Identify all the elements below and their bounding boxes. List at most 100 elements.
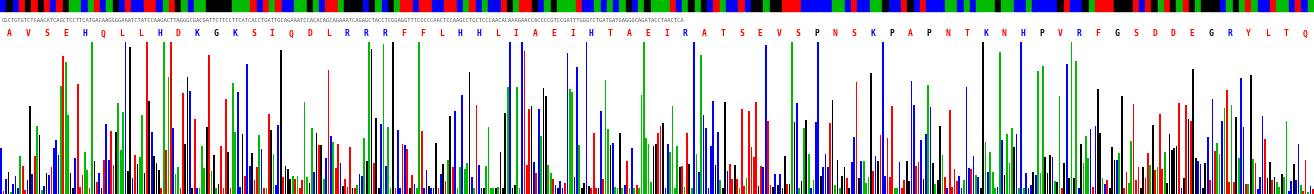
Bar: [827, 0, 832, 11]
Bar: [1035, 175, 1037, 194]
Bar: [681, 166, 683, 194]
Bar: [1196, 0, 1201, 11]
Bar: [1121, 96, 1122, 194]
Text: D: D: [176, 29, 181, 38]
Bar: [306, 0, 313, 11]
Bar: [206, 0, 213, 11]
Bar: [444, 0, 451, 11]
Text: V: V: [1058, 29, 1063, 38]
Bar: [394, 0, 401, 11]
Bar: [405, 154, 406, 194]
Bar: [280, 50, 281, 194]
Bar: [916, 166, 917, 194]
Bar: [539, 0, 544, 11]
Bar: [230, 188, 231, 194]
Bar: [707, 0, 714, 11]
Bar: [1007, 134, 1008, 194]
Bar: [975, 175, 976, 194]
Bar: [1120, 0, 1126, 11]
Bar: [1033, 172, 1034, 194]
Text: E: E: [1189, 29, 1194, 38]
Bar: [1126, 172, 1127, 194]
Text: V: V: [777, 29, 782, 38]
Bar: [552, 179, 555, 194]
Bar: [1164, 152, 1166, 194]
Bar: [813, 0, 820, 11]
Bar: [210, 171, 213, 194]
Bar: [151, 132, 152, 194]
Bar: [17, 188, 18, 194]
Bar: [108, 160, 109, 194]
Bar: [368, 42, 371, 194]
Bar: [247, 64, 248, 194]
Bar: [1142, 167, 1144, 194]
Bar: [70, 173, 71, 194]
Bar: [736, 179, 738, 194]
Bar: [812, 180, 815, 194]
Bar: [1022, 188, 1025, 194]
Bar: [564, 183, 566, 194]
Bar: [614, 0, 619, 11]
Text: S: S: [795, 29, 800, 38]
Bar: [1229, 182, 1230, 194]
Bar: [288, 0, 294, 11]
Bar: [1097, 89, 1099, 194]
Text: S: S: [851, 29, 857, 38]
Bar: [958, 0, 963, 11]
Bar: [175, 174, 176, 194]
Bar: [729, 164, 731, 194]
Bar: [895, 0, 901, 11]
Bar: [942, 155, 943, 194]
Bar: [155, 163, 158, 194]
Bar: [1141, 188, 1142, 194]
Bar: [332, 142, 334, 194]
Bar: [79, 187, 81, 194]
Bar: [980, 188, 982, 194]
Bar: [401, 0, 406, 11]
Bar: [1076, 0, 1083, 11]
Text: L: L: [1264, 29, 1269, 38]
Bar: [118, 0, 125, 11]
Bar: [187, 77, 188, 194]
Bar: [625, 0, 632, 11]
Bar: [319, 0, 325, 11]
Bar: [1168, 133, 1171, 194]
Bar: [951, 187, 953, 194]
Bar: [464, 169, 465, 194]
Text: H: H: [158, 29, 162, 38]
Bar: [286, 169, 289, 194]
Bar: [407, 0, 413, 11]
Text: H: H: [1021, 29, 1025, 38]
Bar: [700, 0, 707, 11]
Bar: [390, 188, 392, 194]
Bar: [966, 87, 967, 194]
Bar: [494, 0, 501, 11]
Bar: [225, 61, 226, 194]
Bar: [920, 140, 922, 194]
Bar: [1276, 182, 1277, 194]
Bar: [1272, 180, 1273, 194]
Bar: [1252, 159, 1254, 194]
Bar: [0, 0, 7, 11]
Bar: [1164, 0, 1169, 11]
Text: E: E: [758, 29, 762, 38]
Bar: [381, 0, 388, 11]
Bar: [992, 172, 993, 194]
Bar: [32, 0, 37, 11]
Bar: [882, 0, 888, 11]
Text: R: R: [382, 29, 388, 38]
Bar: [8, 172, 9, 194]
Bar: [853, 137, 855, 194]
Bar: [607, 0, 614, 11]
Bar: [1013, 0, 1020, 11]
Bar: [1062, 188, 1063, 194]
Bar: [1054, 181, 1055, 194]
Bar: [1004, 175, 1005, 194]
Bar: [254, 180, 255, 194]
Bar: [1179, 109, 1180, 194]
Bar: [679, 167, 681, 194]
Text: L: L: [326, 29, 331, 38]
Bar: [1135, 180, 1137, 194]
Bar: [660, 126, 661, 194]
Bar: [194, 119, 196, 194]
